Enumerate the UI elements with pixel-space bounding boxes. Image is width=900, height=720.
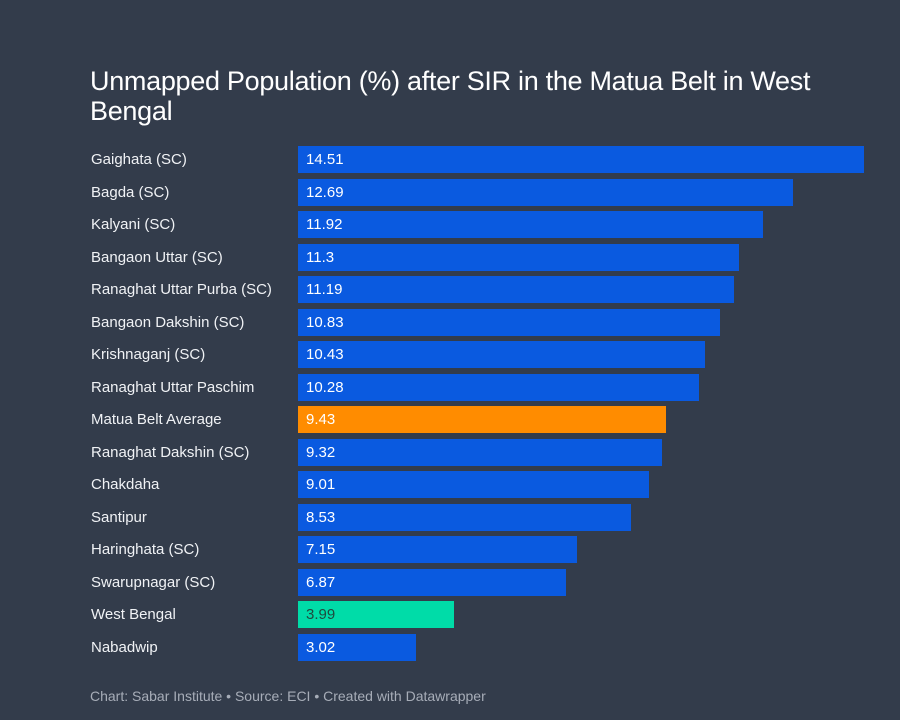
bar: 14.51: [298, 146, 864, 173]
bar: 3.02: [298, 633, 416, 661]
data-label: 10.43: [306, 346, 344, 363]
bar-row: Nabadwip 3.02: [0, 633, 900, 661]
bar-row: Chakdaha 9.01: [0, 471, 900, 498]
data-label: 9.43: [306, 411, 336, 428]
data-label: 3.99: [306, 606, 336, 623]
data-label: 11.92: [306, 216, 343, 233]
category-label: West Bengal: [91, 606, 176, 623]
category-label: Gaighata (SC): [91, 151, 187, 168]
bar: 10.28: [298, 373, 699, 401]
data-label: 3.02: [306, 638, 336, 656]
category-label: Kalyani (SC): [91, 216, 176, 233]
bar: 9.01: [298, 471, 650, 498]
data-label: 14.51: [306, 151, 344, 168]
bar: 12.69: [298, 178, 793, 206]
category-label: Bangaon Uttar (SC): [91, 248, 223, 266]
bar-row: Swarupnagar (SC) 6.87: [0, 568, 900, 596]
category-label: Ranaghat Dakshin (SC): [91, 443, 250, 461]
category-label: Chakdaha: [91, 476, 160, 493]
bar-row: Gaighata (SC) 14.51: [0, 146, 900, 173]
data-label: 10.83: [306, 313, 344, 331]
bar-row: Bagda (SC) 12.69: [0, 178, 900, 206]
bar-row: Krishnaganj (SC) 10.43: [0, 341, 900, 368]
bar: 10.43: [298, 341, 705, 368]
bar: 9.32: [298, 438, 662, 466]
category-label: Swarupnagar (SC): [91, 573, 216, 591]
bar: 11.3: [298, 243, 739, 271]
category-label: Nabadwip: [91, 638, 158, 656]
bar: 10.83: [298, 308, 721, 336]
data-label: 11.3: [306, 248, 335, 266]
data-label: 10.28: [306, 378, 344, 396]
category-label: Ranaghat Uttar Purba (SC): [91, 281, 272, 298]
bar: 7.15: [298, 536, 577, 563]
category-label: Ranaghat Uttar Paschim: [91, 378, 255, 396]
category-label: Bangaon Dakshin (SC): [91, 313, 245, 331]
bar-row: Haringhata (SC) 7.15: [0, 536, 900, 563]
category-label: Santipur: [91, 508, 147, 526]
data-label: 7.15: [306, 541, 336, 558]
bar-row: West Bengal 3.99: [0, 601, 900, 628]
data-label: 9.32: [306, 443, 336, 461]
category-label: Matua Belt Average: [91, 411, 222, 428]
data-label: 12.69: [306, 183, 344, 201]
bar: 8.53: [298, 503, 631, 531]
chart-title: Unmapped Population (%) after SIR in the…: [90, 66, 811, 126]
data-label: 9.01: [306, 476, 336, 493]
bar-row: Ranaghat Uttar Purba (SC) 11.19: [0, 276, 900, 303]
bar: 11.92: [298, 211, 763, 238]
category-label: Haringhata (SC): [91, 541, 200, 558]
bar: 3.99: [298, 601, 454, 628]
bar-row: Santipur 8.53: [0, 503, 900, 531]
data-label: 11.19: [306, 281, 343, 298]
category-label: Krishnaganj (SC): [91, 346, 206, 363]
bar-row: Ranaghat Dakshin (SC) 9.32: [0, 438, 900, 466]
bar-row: Ranaghat Uttar Paschim 10.28: [0, 373, 900, 401]
bar: 11.19: [298, 276, 735, 303]
bar-row: Kalyani (SC) 11.92: [0, 211, 900, 238]
category-label: Bagda (SC): [91, 183, 170, 201]
data-label: 6.87: [306, 573, 336, 591]
bar-row: Matua Belt Average 9.43: [0, 406, 900, 433]
chart-footer: Chart: Sabar Institute • Source: ECI • C…: [90, 688, 486, 704]
bar: 9.43: [298, 406, 666, 433]
data-label: 8.53: [306, 508, 336, 526]
bar: 6.87: [298, 568, 566, 596]
bar-row: Bangaon Dakshin (SC) 10.83: [0, 308, 900, 336]
bar-row: Bangaon Uttar (SC) 11.3: [0, 243, 900, 271]
